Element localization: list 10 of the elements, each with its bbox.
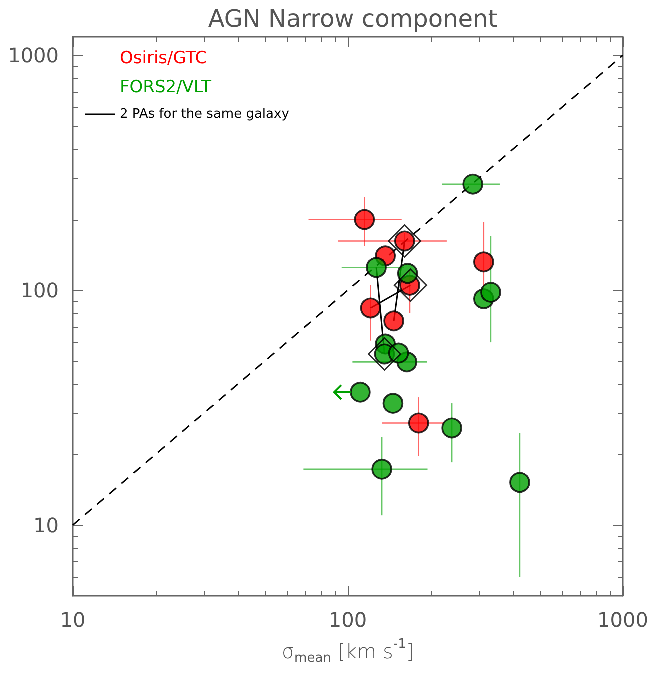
legend-label: 2 PAs for the same galaxy xyxy=(120,107,290,122)
y-tick-label: 10 xyxy=(34,513,59,538)
y-tick-label: 100 xyxy=(20,278,59,302)
text: FORS2/VLT xyxy=(120,78,212,98)
chart-title: AGN Narrow component xyxy=(208,5,498,33)
y-tick-label: 1000 xyxy=(8,44,59,68)
text: Osiris/GTC xyxy=(120,48,208,68)
x-tick-label: 10 xyxy=(60,608,86,632)
x-tick-label: 1000 xyxy=(598,608,648,632)
x-tick-label: 100 xyxy=(328,608,368,632)
